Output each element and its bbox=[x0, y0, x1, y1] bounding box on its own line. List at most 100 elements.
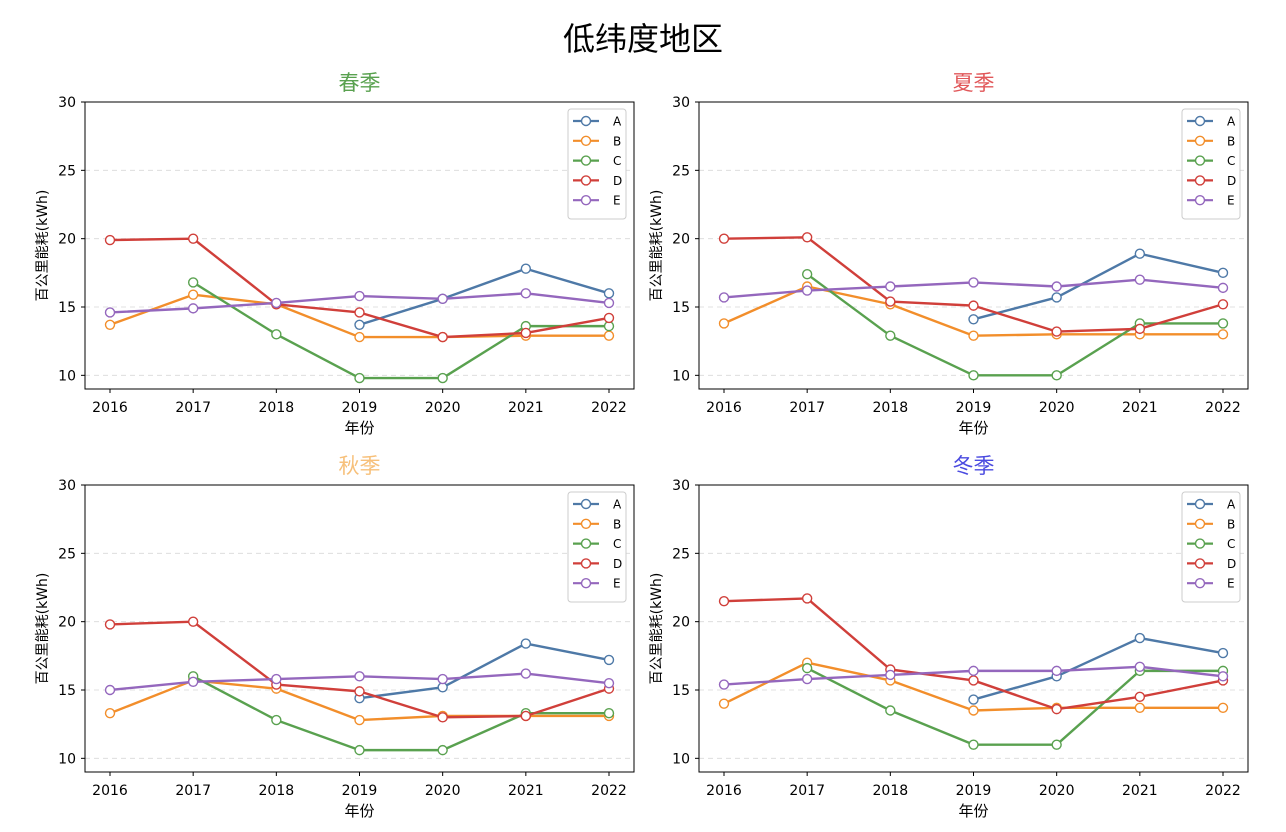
series-line bbox=[723, 597, 1224, 711]
y-axis-label: 百公里能耗(kWh) bbox=[35, 190, 51, 302]
data-point bbox=[885, 705, 896, 716]
data-point bbox=[603, 312, 615, 324]
legend-label: E bbox=[1227, 577, 1235, 591]
legend-marker bbox=[580, 194, 592, 206]
data-point bbox=[1134, 661, 1146, 672]
data-point bbox=[1217, 702, 1229, 713]
x-tick-label: 2016 bbox=[706, 400, 742, 416]
data-point bbox=[603, 297, 615, 309]
data-point bbox=[1051, 739, 1062, 750]
x-tick-label: 2019 bbox=[956, 400, 992, 416]
data-point bbox=[968, 665, 979, 677]
data-point bbox=[1051, 370, 1062, 381]
subplot-title: 春季 bbox=[339, 71, 381, 95]
data-point bbox=[520, 288, 532, 299]
legend-label: D bbox=[1227, 557, 1236, 571]
series-B bbox=[718, 657, 1229, 716]
data-point bbox=[603, 654, 615, 666]
legend-marker bbox=[1194, 558, 1206, 569]
data-point bbox=[885, 296, 896, 307]
data-point bbox=[718, 595, 730, 607]
data-point bbox=[968, 314, 979, 325]
legend-marker bbox=[580, 115, 592, 127]
y-tick-label: 25 bbox=[672, 546, 690, 562]
series-E bbox=[104, 668, 615, 696]
data-point bbox=[354, 686, 365, 697]
data-point bbox=[1217, 267, 1229, 279]
series-C bbox=[801, 269, 1229, 381]
legend-marker bbox=[580, 135, 592, 147]
data-point bbox=[187, 233, 199, 244]
series-A bbox=[968, 248, 1229, 325]
data-point bbox=[187, 289, 199, 300]
data-point bbox=[354, 307, 365, 318]
data-point bbox=[801, 593, 813, 604]
data-point bbox=[104, 319, 116, 330]
legend-label: A bbox=[613, 115, 622, 129]
data-point bbox=[968, 370, 979, 381]
data-point bbox=[354, 671, 365, 682]
data-point bbox=[187, 303, 199, 314]
series-C bbox=[187, 671, 615, 756]
x-tick-label: 2022 bbox=[1205, 783, 1241, 799]
legend-label: C bbox=[1227, 537, 1235, 551]
x-tick-label: 2017 bbox=[175, 400, 211, 416]
x-tick-label: 2020 bbox=[1039, 400, 1075, 416]
legend-marker bbox=[580, 558, 592, 569]
x-tick-label: 2021 bbox=[1122, 400, 1158, 416]
data-point bbox=[718, 318, 730, 329]
data-point bbox=[354, 290, 365, 302]
data-point bbox=[603, 677, 615, 689]
legend-label: E bbox=[613, 194, 621, 208]
subplot-3: 10 15 20 25 30 2016 2017 2018 2019 2020 2021 2022 年份… bbox=[35, 454, 635, 820]
data-point bbox=[1134, 702, 1146, 713]
x-axis-label: 年份 bbox=[958, 419, 988, 437]
data-point bbox=[1051, 281, 1062, 292]
data-point bbox=[1217, 318, 1229, 329]
y-tick-label: 20 bbox=[58, 232, 76, 248]
series-line bbox=[973, 636, 1224, 701]
x-tick-label: 2016 bbox=[706, 783, 742, 799]
data-point bbox=[437, 293, 448, 304]
series-D bbox=[104, 616, 615, 723]
x-tick-label: 2022 bbox=[1205, 400, 1241, 416]
data-point bbox=[968, 330, 979, 341]
legend-label: D bbox=[613, 557, 622, 571]
data-point bbox=[968, 277, 979, 288]
subplot-2: 10 15 20 25 30 2016 2017 2018 2019 2020 2021 2022 年份… bbox=[649, 71, 1249, 437]
legend-marker bbox=[580, 155, 592, 166]
data-point bbox=[104, 619, 116, 630]
legend-label: C bbox=[613, 537, 621, 551]
legend-label: B bbox=[1227, 134, 1235, 148]
data-point bbox=[104, 684, 116, 696]
data-point bbox=[187, 676, 199, 687]
y-tick-label: 30 bbox=[672, 478, 690, 494]
legend-label: C bbox=[1227, 154, 1235, 168]
data-point bbox=[520, 263, 532, 274]
x-tick-label: 2021 bbox=[1122, 783, 1158, 799]
legend-marker bbox=[580, 498, 592, 510]
legend-marker bbox=[580, 578, 592, 589]
data-point bbox=[187, 277, 199, 288]
legend-box bbox=[1181, 108, 1241, 220]
series-D bbox=[718, 232, 1229, 337]
data-point bbox=[885, 281, 896, 292]
series-line bbox=[192, 675, 609, 752]
data-point bbox=[718, 679, 730, 690]
series-C bbox=[187, 277, 615, 384]
x-tick-label: 2021 bbox=[508, 400, 544, 416]
data-point bbox=[801, 285, 813, 296]
legend-label: B bbox=[613, 517, 621, 531]
y-tick-label: 15 bbox=[58, 683, 76, 699]
data-point bbox=[801, 662, 813, 674]
data-point bbox=[104, 234, 116, 246]
data-point bbox=[1217, 282, 1229, 294]
data-point bbox=[1051, 703, 1062, 715]
legend-marker bbox=[1194, 498, 1206, 510]
x-tick-label: 2016 bbox=[92, 783, 128, 799]
data-point bbox=[354, 714, 365, 726]
series-line bbox=[359, 642, 610, 700]
